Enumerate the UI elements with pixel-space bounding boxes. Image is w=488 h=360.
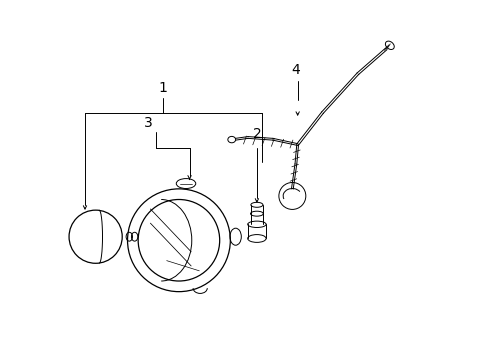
- Text: 4: 4: [291, 63, 300, 77]
- Text: 2: 2: [252, 127, 261, 141]
- Text: 1: 1: [158, 81, 167, 95]
- Text: 3: 3: [144, 116, 153, 130]
